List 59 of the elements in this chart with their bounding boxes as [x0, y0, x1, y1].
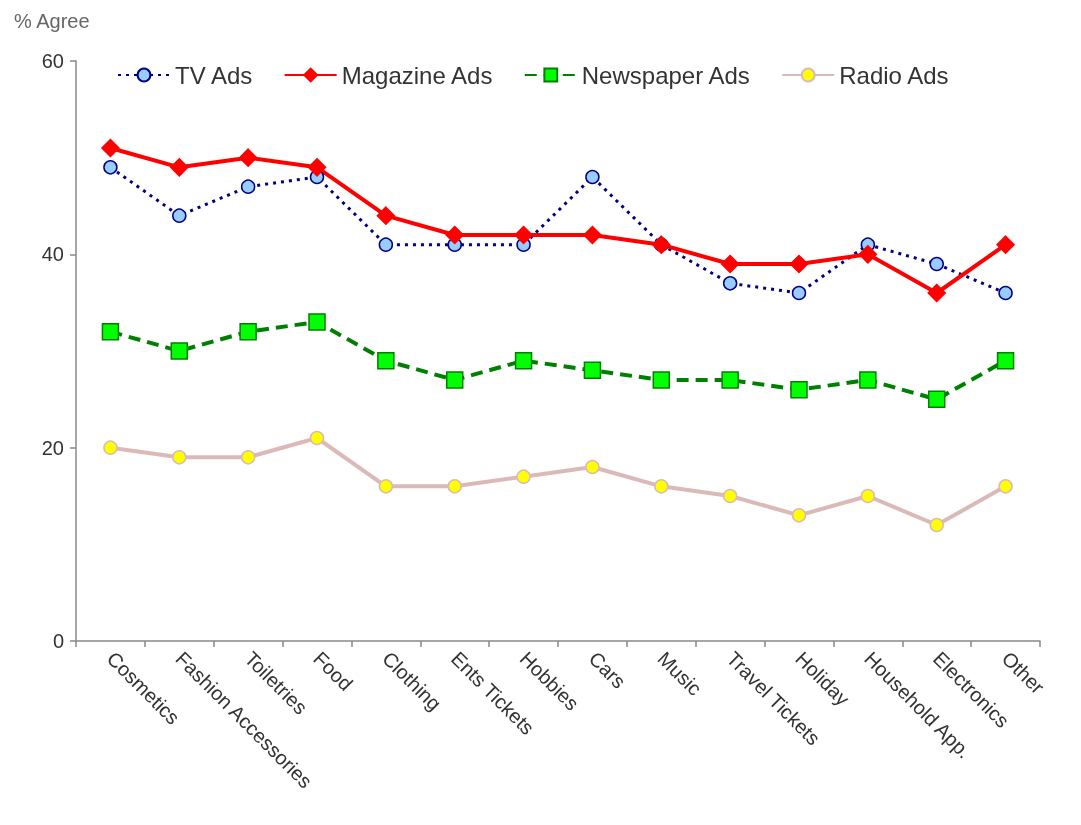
point [309, 430, 325, 446]
point [654, 479, 669, 494]
point [722, 488, 738, 504]
point [172, 208, 187, 223]
point [791, 508, 807, 523]
point [239, 322, 257, 341]
legend-label: TV Ads [175, 61, 253, 89]
point [445, 371, 464, 389]
point [998, 285, 1013, 301]
y-tick-label: 40 [41, 243, 64, 266]
point [859, 371, 877, 389]
point [103, 160, 118, 175]
point [722, 276, 738, 291]
point [378, 479, 394, 494]
point [860, 488, 876, 504]
point [790, 380, 808, 399]
point [377, 351, 395, 370]
point [378, 237, 394, 252]
legend-label: Magazine Ads [341, 61, 493, 89]
point [720, 254, 740, 274]
point [101, 322, 120, 341]
point [447, 479, 462, 494]
point [858, 245, 878, 264]
point [445, 225, 464, 245]
y-axis-title: % Agree [14, 10, 90, 32]
point [240, 450, 256, 465]
point [514, 351, 533, 370]
point [927, 390, 946, 409]
legend-label: Newspaper Ads [581, 61, 750, 89]
point [172, 450, 187, 465]
point [652, 371, 671, 389]
y-tick-label: 60 [41, 50, 64, 72]
y-tick-label: 0 [52, 630, 64, 652]
point [585, 169, 600, 185]
point [721, 371, 739, 389]
point [929, 256, 944, 272]
point [996, 351, 1015, 370]
point [583, 361, 602, 380]
point [927, 283, 946, 303]
point [516, 469, 531, 484]
point [514, 225, 533, 245]
point [998, 479, 1013, 494]
point [996, 235, 1015, 254]
point [789, 254, 809, 274]
point [583, 225, 602, 245]
point [103, 440, 118, 455]
point [791, 285, 807, 301]
point [929, 517, 944, 533]
point [376, 206, 396, 225]
point [308, 313, 326, 331]
point [170, 342, 189, 360]
legend-label: Radio Ads [839, 61, 949, 89]
y-tick-label: 20 [41, 436, 64, 459]
point [585, 459, 600, 475]
point [307, 158, 327, 177]
point [101, 138, 120, 158]
point [240, 179, 256, 194]
point [170, 158, 189, 177]
point [238, 148, 258, 167]
